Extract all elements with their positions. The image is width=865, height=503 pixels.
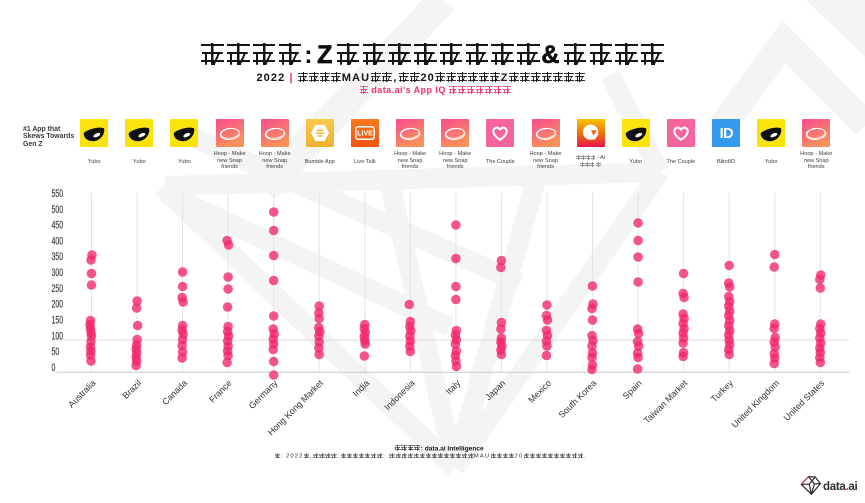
svg-text:200: 200 bbox=[52, 299, 64, 311]
svg-text:450: 450 bbox=[52, 220, 64, 232]
svg-text:350: 350 bbox=[52, 251, 64, 263]
svg-text:data.ai: data.ai bbox=[823, 481, 857, 493]
svg-text:50: 50 bbox=[52, 346, 60, 358]
svg-text:500: 500 bbox=[52, 204, 64, 216]
svg-text:250: 250 bbox=[52, 283, 64, 295]
svg-text:550: 550 bbox=[52, 188, 64, 200]
svg-text:100: 100 bbox=[52, 330, 64, 342]
svg-text:0: 0 bbox=[52, 362, 56, 374]
svg-text:LIVE: LIVE bbox=[357, 131, 373, 138]
svg-text:ID: ID bbox=[720, 126, 734, 142]
svg-text:150: 150 bbox=[52, 315, 64, 327]
svg-text:300: 300 bbox=[52, 267, 64, 279]
svg-text:400: 400 bbox=[52, 235, 64, 247]
